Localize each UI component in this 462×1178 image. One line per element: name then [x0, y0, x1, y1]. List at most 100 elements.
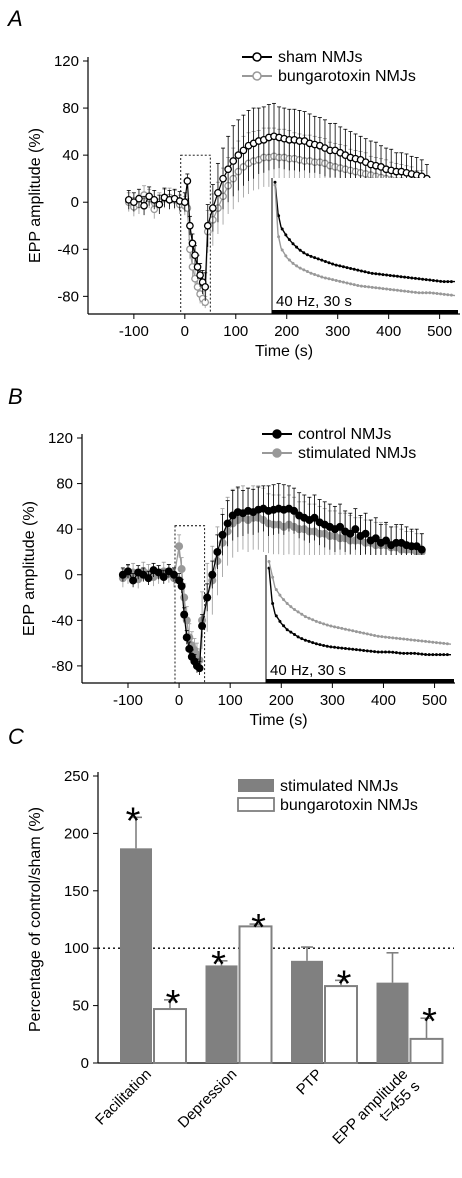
data-point — [145, 192, 154, 201]
inset-background — [266, 555, 454, 683]
data-point — [169, 570, 178, 579]
inset-point — [438, 653, 442, 657]
inset-point — [318, 621, 322, 625]
data-point — [135, 194, 143, 203]
x-tick-label: 0 — [175, 692, 183, 709]
inset-point — [300, 637, 304, 641]
inset-point — [442, 280, 446, 284]
category-label: EPP amplitudet=455 s — [329, 1066, 423, 1160]
inset-point — [341, 280, 345, 284]
inset-point — [392, 288, 396, 292]
significance-star: * — [337, 963, 352, 1005]
y-axis-label: EPP amplitude (%) — [21, 501, 38, 636]
inset-point — [278, 619, 282, 623]
inset-point — [388, 287, 392, 291]
inset-point — [314, 619, 318, 623]
bar — [291, 960, 323, 1063]
inset-point — [296, 610, 300, 614]
inset-point — [362, 648, 366, 652]
inset-point — [374, 272, 378, 276]
inset-point — [311, 641, 315, 645]
inset-point — [298, 248, 302, 252]
data-point — [195, 664, 204, 673]
legend-swatch-marker — [252, 52, 262, 62]
significance-star: * — [422, 1001, 437, 1043]
inset-point — [305, 270, 309, 274]
y-tick-label: -40 — [51, 612, 73, 629]
inset-point — [303, 615, 307, 619]
inset-point — [359, 284, 363, 288]
data-point — [224, 165, 232, 174]
data-point — [218, 530, 227, 539]
inset-point — [327, 261, 331, 265]
x-axis-label: Time (s) — [249, 712, 307, 729]
inset-point — [431, 278, 435, 282]
data-point — [239, 146, 248, 155]
inset-point — [445, 642, 449, 646]
x-tick-label: 200 — [269, 692, 294, 709]
inset-point — [370, 271, 374, 275]
y-tick-label: 0 — [71, 194, 79, 211]
inset-point — [278, 593, 282, 597]
inset-point — [399, 289, 403, 293]
inset-point — [410, 276, 414, 280]
inset-point — [358, 648, 362, 652]
inset-point — [322, 622, 326, 626]
inset-point — [387, 650, 391, 654]
inset-point — [343, 627, 347, 631]
inset-point — [287, 258, 291, 262]
y-tick-label: 80 — [56, 476, 73, 493]
x-axis-label: Time (s) — [255, 343, 313, 360]
inset-point — [280, 248, 284, 252]
data-point — [159, 573, 168, 582]
data-point — [219, 174, 227, 183]
inset-point — [307, 639, 311, 643]
data-point — [208, 204, 217, 212]
inset-point — [399, 275, 403, 279]
y-tick-label: -80 — [57, 288, 79, 305]
inset-point — [439, 279, 443, 283]
inset-point — [424, 653, 428, 657]
inset-point — [391, 636, 395, 640]
data-point — [186, 221, 194, 230]
data-point — [150, 196, 159, 204]
inset-point — [323, 259, 327, 263]
inset-point — [284, 233, 288, 237]
inset-point — [318, 643, 322, 647]
inset-point — [309, 271, 313, 275]
inset-background — [272, 178, 458, 314]
x-tick-label: 400 — [376, 323, 401, 340]
x-tick-label: 100 — [223, 323, 248, 340]
inset-point — [438, 641, 442, 645]
data-point — [130, 198, 138, 207]
data-point — [214, 188, 222, 197]
inset-point — [359, 269, 363, 273]
data-point — [180, 198, 189, 207]
inset-point — [367, 271, 371, 275]
series-control-nmjs — [118, 483, 426, 676]
inset-point — [449, 293, 453, 297]
inset-point — [280, 227, 284, 231]
category-label: Facilitation — [92, 1066, 155, 1129]
inset-point — [358, 630, 362, 634]
inset-point — [340, 646, 344, 650]
inset-point — [369, 649, 373, 653]
x-tick-label: 200 — [274, 323, 299, 340]
inset-point — [331, 278, 335, 282]
inset-point — [428, 278, 432, 282]
significance-star: * — [211, 944, 226, 986]
inset-point — [273, 183, 277, 187]
inset-point — [445, 653, 449, 657]
inset-point — [392, 274, 396, 278]
y-tick-label: 120 — [48, 430, 73, 447]
inset-point — [336, 646, 340, 650]
inset-point — [340, 626, 344, 630]
inset-point — [405, 651, 409, 655]
bar — [153, 1008, 187, 1065]
inset-point — [428, 291, 432, 295]
legend-entry: bungarotoxin NMJs — [280, 797, 418, 814]
data-point — [155, 200, 164, 209]
inset-point — [320, 258, 324, 262]
data-point — [177, 565, 186, 574]
